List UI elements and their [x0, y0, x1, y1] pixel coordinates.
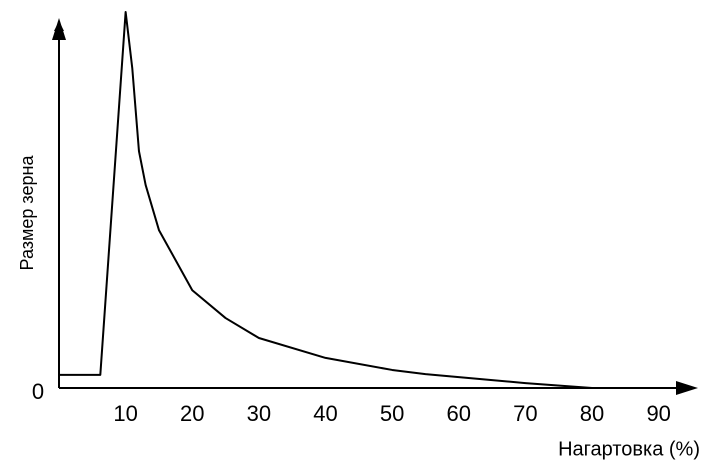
x-tick-label: 90 [646, 401, 670, 426]
x-tick-label: 80 [580, 401, 604, 426]
y-arrow [52, 18, 66, 40]
x-tick-label: 10 [113, 401, 137, 426]
x-tick-label: 50 [380, 401, 404, 426]
data-line [59, 11, 593, 389]
x-tick-label: 20 [180, 401, 204, 426]
y-tick-label: 0 [32, 379, 44, 404]
x-tick-label: 30 [247, 401, 271, 426]
x-tick-label: 60 [447, 401, 471, 426]
x-tick-label: 70 [513, 401, 537, 426]
x-arrow [676, 381, 698, 395]
y-axis-label: Размер зерна [17, 155, 37, 271]
x-axis-label: Нагартовка (%) [558, 438, 700, 460]
x-tick-label: 40 [313, 401, 337, 426]
